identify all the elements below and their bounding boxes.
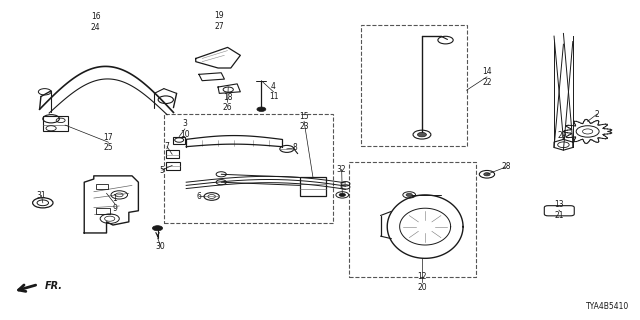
Text: 31: 31 — [36, 191, 46, 200]
Text: 32: 32 — [337, 165, 346, 174]
Text: 7: 7 — [164, 142, 170, 151]
Text: 8: 8 — [292, 143, 297, 152]
Circle shape — [257, 107, 266, 111]
Circle shape — [484, 173, 490, 176]
Text: 29: 29 — [557, 131, 567, 140]
Circle shape — [339, 193, 346, 196]
Text: 15
23: 15 23 — [300, 112, 309, 131]
Text: 18
26: 18 26 — [223, 92, 232, 112]
Bar — [349, 162, 476, 277]
Bar — [164, 114, 333, 223]
Circle shape — [406, 193, 412, 196]
Text: 3
10: 3 10 — [180, 119, 189, 139]
Text: TYA4B5410: TYA4B5410 — [586, 302, 629, 311]
Text: 30: 30 — [156, 242, 166, 251]
Bar — [96, 208, 109, 214]
Text: FR.: FR. — [45, 281, 63, 291]
Text: 17
25: 17 25 — [104, 132, 113, 152]
Text: 16
24: 16 24 — [91, 12, 100, 32]
Text: 19
27: 19 27 — [214, 11, 224, 31]
Bar — [173, 137, 185, 143]
Text: 13
21: 13 21 — [554, 200, 564, 220]
Circle shape — [152, 226, 163, 231]
Text: 14
22: 14 22 — [482, 67, 492, 87]
Bar — [96, 184, 108, 189]
Text: 28: 28 — [501, 163, 511, 172]
Bar — [43, 116, 68, 132]
Text: 5: 5 — [159, 166, 164, 175]
Text: 12
20: 12 20 — [417, 272, 427, 292]
Text: 1
9: 1 9 — [113, 194, 117, 213]
Text: 2: 2 — [595, 109, 600, 118]
Circle shape — [417, 132, 426, 137]
Text: 6: 6 — [196, 192, 202, 201]
Text: 4
11: 4 11 — [269, 82, 278, 101]
Bar — [166, 162, 180, 170]
Bar — [300, 178, 326, 196]
Bar — [362, 25, 467, 146]
Bar — [166, 150, 179, 158]
